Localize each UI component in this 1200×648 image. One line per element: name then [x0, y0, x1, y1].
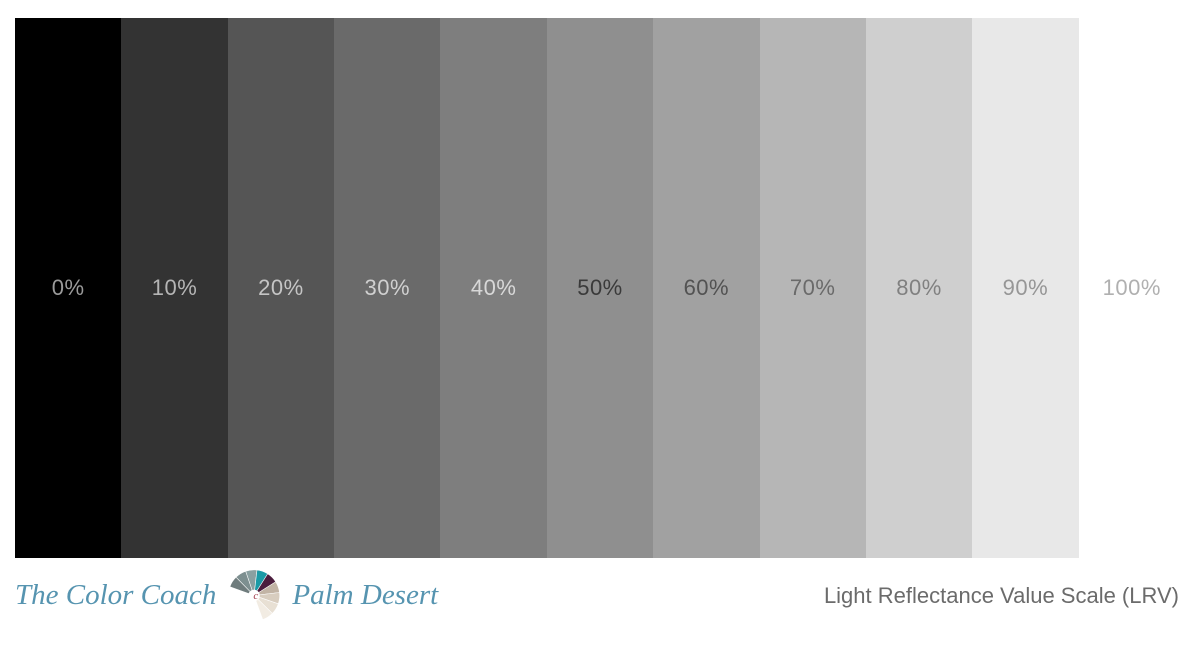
lrv-swatch-label: 30%: [364, 275, 410, 301]
lrv-swatch-label: 20%: [258, 275, 304, 301]
logo-center-letter: c: [254, 590, 259, 602]
footer-bar: The Color Coach c Palm Desert Light Refl…: [15, 568, 1185, 623]
brand-name-left: The Color Coach: [15, 579, 216, 612]
lrv-swatch-0: 0%: [15, 18, 121, 558]
lrv-swatch-label: 90%: [1003, 275, 1049, 301]
lrv-swatch-90: 90%: [972, 18, 1078, 558]
lrv-swatch-label: 10%: [152, 275, 198, 301]
lrv-swatch-label: 40%: [471, 275, 517, 301]
lrv-swatch-label: 80%: [896, 275, 942, 301]
brand-name-right: Palm Desert: [292, 579, 438, 612]
chart-caption: Light Reflectance Value Scale (LRV): [824, 583, 1185, 609]
lrv-swatch-10: 10%: [121, 18, 227, 558]
lrv-swatch-60: 60%: [653, 18, 759, 558]
lrv-swatch-100: 100%: [1079, 18, 1185, 558]
lrv-swatch-40: 40%: [440, 18, 546, 558]
lrv-swatch-label: 100%: [1103, 275, 1161, 301]
lrv-swatch-30: 30%: [334, 18, 440, 558]
lrv-swatch-70: 70%: [760, 18, 866, 558]
lrv-swatch-label: 0%: [52, 275, 85, 301]
brand-fan-logo: c: [224, 568, 284, 623]
lrv-swatch-80: 80%: [866, 18, 972, 558]
lrv-swatch-20: 20%: [228, 18, 334, 558]
lrv-swatch-scale: 0% 10% 20% 30% 40% 50% 60% 70% 80% 90% 100%: [15, 18, 1185, 558]
lrv-swatch-label: 50%: [577, 275, 623, 301]
lrv-swatch-label: 70%: [790, 275, 836, 301]
lrv-swatch-label: 60%: [684, 275, 730, 301]
lrv-swatch-50: 50%: [547, 18, 653, 558]
